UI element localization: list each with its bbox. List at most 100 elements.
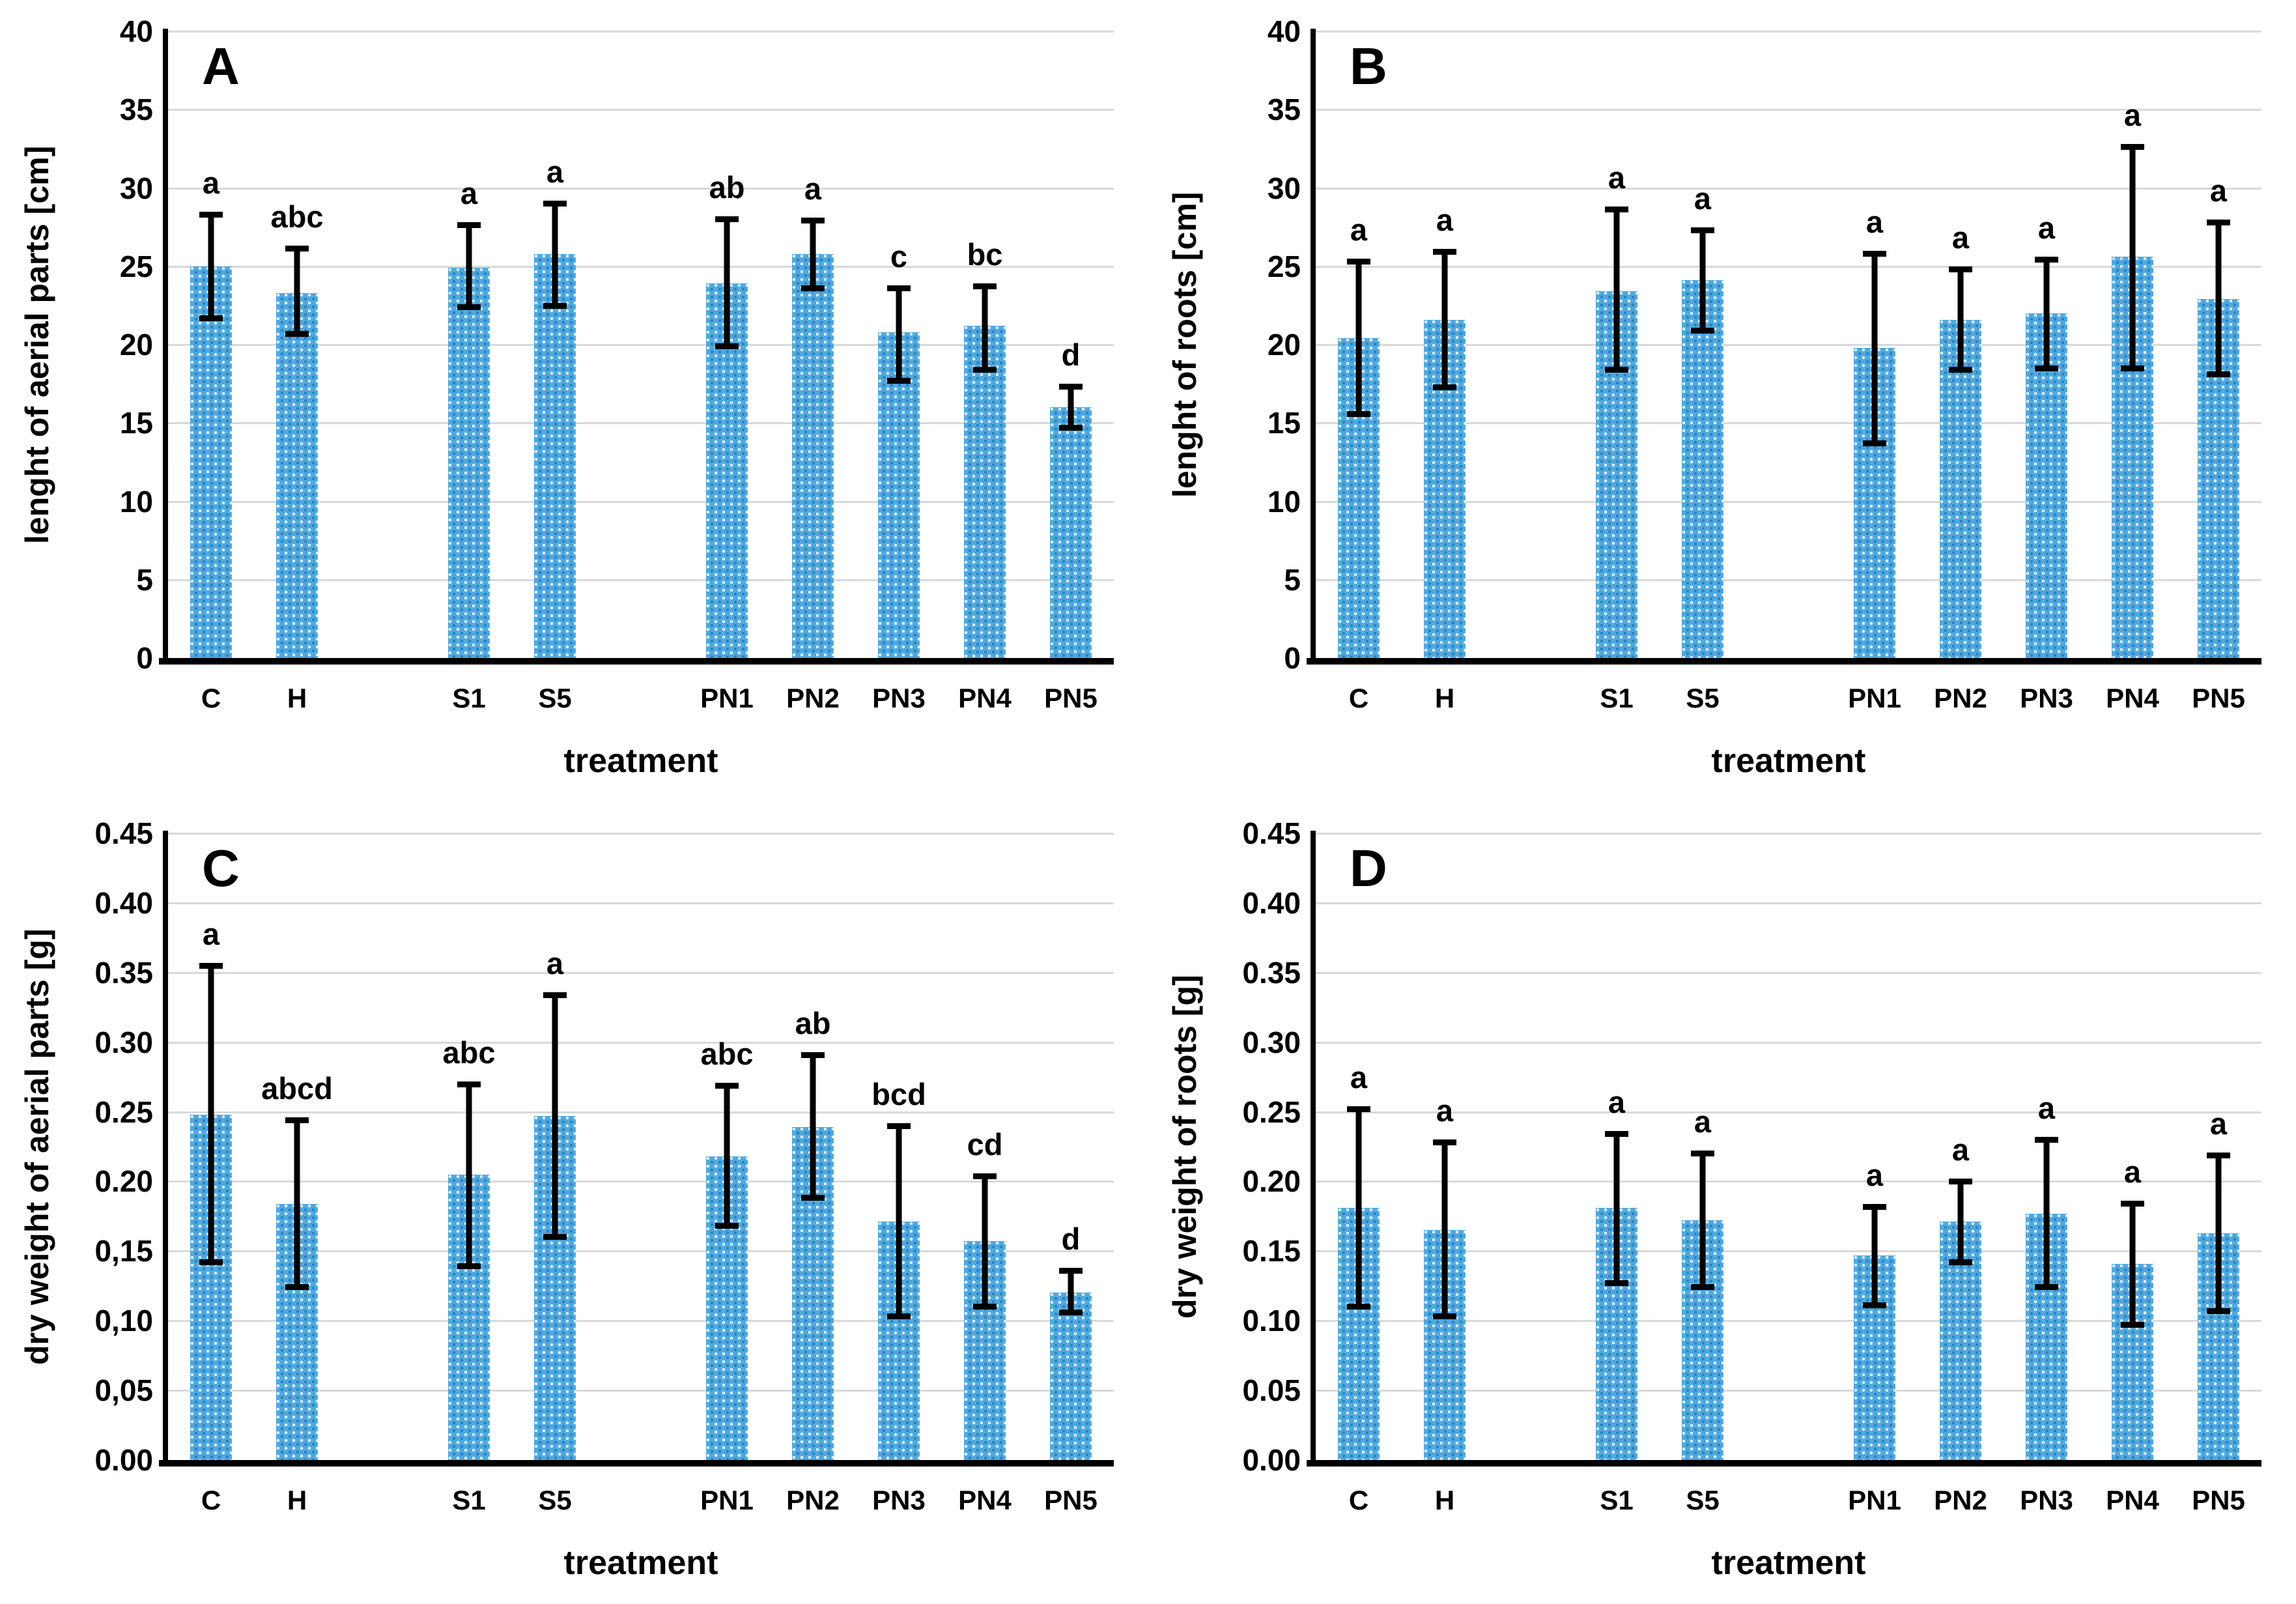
x-tick-label-PN1: PN1 <box>1848 683 1901 713</box>
bar-PN1 <box>1854 347 1895 658</box>
sig-letter-S1: a <box>460 176 478 211</box>
error-bar-cap-bottom <box>2035 1284 2058 1291</box>
error-bar-cap-top <box>887 1123 911 1129</box>
x-tick-label-PN1: PN1 <box>700 1485 754 1515</box>
gridline <box>168 902 1114 904</box>
error-bar-stem <box>1957 266 1964 373</box>
gridline <box>168 1250 1114 1253</box>
y-tick-label: 40 <box>1267 14 1301 48</box>
error-bar-cap-top <box>1433 249 1456 255</box>
error-bar-cap-bottom <box>973 367 997 373</box>
x-tick-label-S1: S1 <box>452 1485 486 1515</box>
sig-letter-S5: a <box>1694 1104 1712 1139</box>
y-axis-title: dry weight of roots [g] <box>1167 975 1203 1319</box>
error-bar-PN3 <box>2035 257 2058 371</box>
error-bar-PN3 <box>887 285 911 384</box>
error-bar-stem <box>724 1082 730 1229</box>
error-bar-H <box>285 1117 309 1291</box>
error-bar-stem <box>982 283 988 373</box>
error-bar-cap-top <box>973 1173 997 1179</box>
error-bar-S5 <box>543 200 567 309</box>
gridline <box>168 1041 1114 1044</box>
error-bar-cap-top <box>1863 1203 1886 1210</box>
x-tick-label-PN4: PN4 <box>958 1485 1012 1515</box>
y-tick-label: 25 <box>1267 249 1301 283</box>
error-bar-cap-bottom <box>1949 367 1972 373</box>
bar-S5 <box>534 253 576 658</box>
error-bar-PN5 <box>1059 384 1083 431</box>
panel-letter: B <box>1350 37 1387 95</box>
y-tick-label: 0.30 <box>94 1025 153 1059</box>
error-bar-stem <box>1613 207 1620 373</box>
bar-PN1 <box>706 1156 748 1460</box>
error-bar-stem <box>1355 258 1362 417</box>
x-tick-label-PN2: PN2 <box>786 683 840 713</box>
bar-H <box>1424 319 1466 658</box>
error-bar-C <box>199 962 223 1265</box>
error-bar-cap-top <box>1059 384 1083 390</box>
y-tick-label: 0.45 <box>94 816 153 850</box>
error-bar-cap-top <box>1059 1267 1083 1274</box>
error-bar-H <box>1433 249 1456 390</box>
error-bar-PN1 <box>1863 1203 1886 1308</box>
error-bar-cap-bottom <box>1949 1259 1972 1265</box>
error-bar-PN4 <box>973 283 997 373</box>
sig-letter-S5: a <box>1694 180 1712 216</box>
error-bar-cap-top <box>1347 1106 1370 1112</box>
gridline <box>168 833 1114 835</box>
sig-letter-PN5: d <box>1061 1221 1081 1256</box>
gridline <box>1316 109 2261 111</box>
error-bar-PN2 <box>1949 266 1972 373</box>
x-tick-label-PN1: PN1 <box>1848 1485 1901 1515</box>
error-bar-cap-bottom <box>1691 1284 1714 1291</box>
sig-letter-PN5: a <box>2209 173 2228 208</box>
error-bar-cap-top <box>543 992 567 998</box>
gridline <box>168 971 1114 974</box>
sig-letter-PN4: a <box>2123 1154 2142 1190</box>
error-bar-cap-bottom <box>1691 328 1714 334</box>
x-tick-label-PN5: PN5 <box>1044 683 1098 713</box>
gridline <box>1316 344 2261 346</box>
sig-letter-S1: abc <box>442 1035 496 1070</box>
bar-PN5 <box>1050 1293 1092 1460</box>
error-bar-stem <box>552 200 558 309</box>
error-bar-cap-top <box>285 246 309 252</box>
error-bar-cap-top <box>2121 1201 2144 1207</box>
gridline <box>168 31 1114 33</box>
sig-letter-PN3: c <box>890 238 908 274</box>
error-bar-S5 <box>1691 1151 1714 1291</box>
error-bar-cap-bottom <box>285 330 309 337</box>
gridline <box>168 344 1114 346</box>
y-tick-label: 20 <box>1267 328 1301 362</box>
error-bar-cap-bottom <box>801 1195 825 1201</box>
x-tick-label-S5: S5 <box>1686 683 1720 713</box>
x-tick-label-S1: S1 <box>1600 1485 1634 1515</box>
gridline <box>168 579 1114 581</box>
bar-PN5 <box>1050 407 1092 658</box>
sig-letter-PN2: a <box>1951 1132 1970 1167</box>
gridline <box>1316 1390 2261 1392</box>
error-bar-cap-top <box>2035 257 2058 263</box>
error-bar-PN4 <box>2121 1201 2144 1328</box>
panel-letter: D <box>1350 839 1387 897</box>
x-axis-title: treatment <box>563 1544 718 1582</box>
gridline <box>168 422 1114 425</box>
error-bar-PN1 <box>1863 250 1886 447</box>
x-tick-label-PN3: PN3 <box>872 683 926 713</box>
bar-S5 <box>1682 280 1723 658</box>
x-tick-label-PN4: PN4 <box>2106 1485 2159 1515</box>
error-bar-S5 <box>1691 227 1714 334</box>
x-tick-label-PN5: PN5 <box>2192 683 2245 713</box>
gridline <box>1316 579 2261 581</box>
gridline <box>168 1390 1114 1392</box>
gridline <box>168 1320 1114 1323</box>
x-tick-label-S5: S5 <box>1686 1485 1720 1515</box>
error-bar-cap-top <box>457 222 481 229</box>
gridline <box>1316 971 2261 974</box>
y-tick-label: 0.15 <box>1242 1234 1301 1268</box>
bar-H <box>276 293 318 658</box>
y-tick-label: 0.10 <box>1242 1304 1301 1338</box>
